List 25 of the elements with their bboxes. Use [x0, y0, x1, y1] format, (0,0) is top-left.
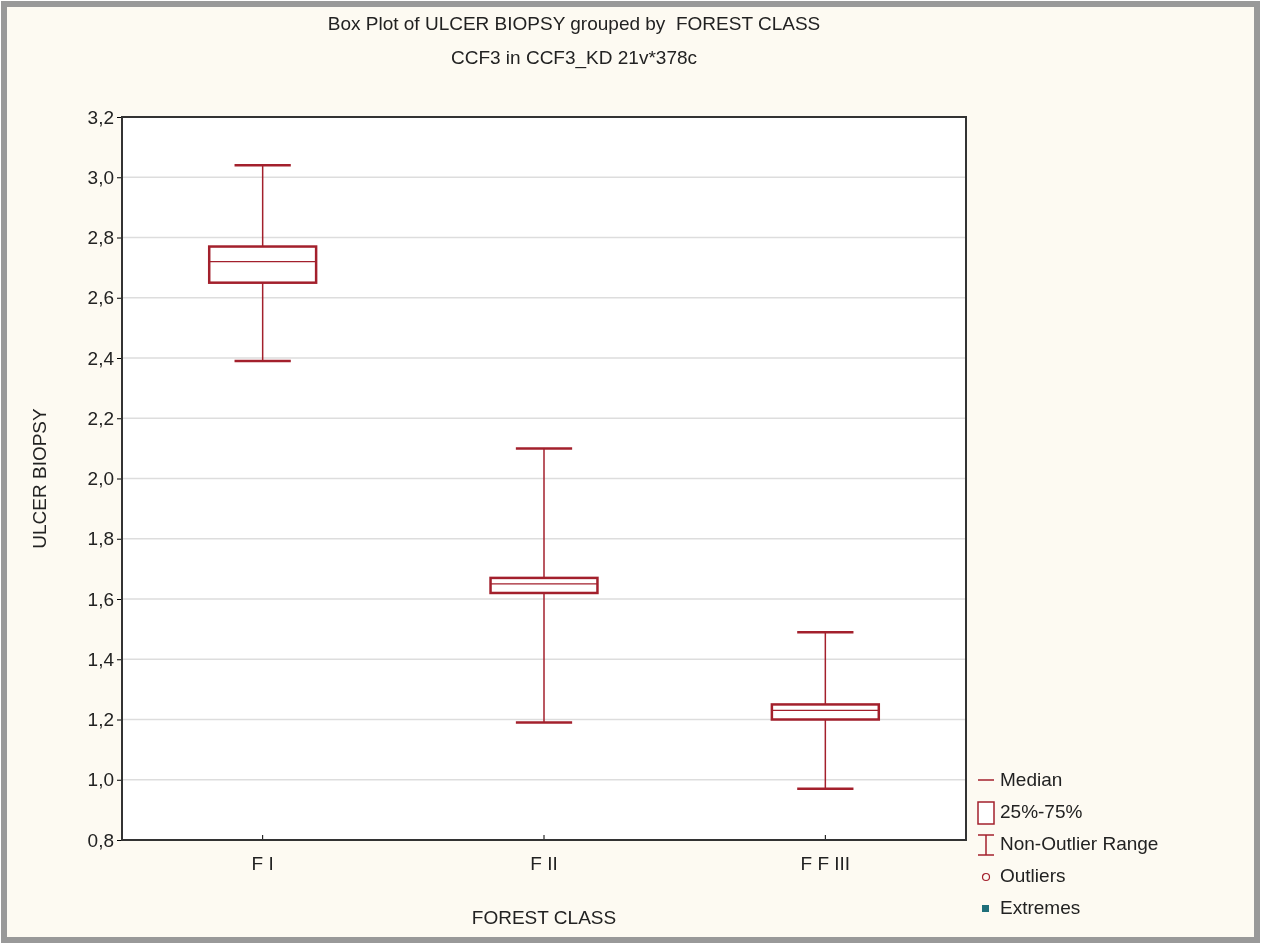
- y-tick-label: 2,0: [87, 468, 114, 490]
- x-tick-label: F I: [251, 852, 274, 874]
- text: Extremes: [1000, 897, 1081, 918]
- x-tick-label: F F III: [800, 852, 851, 874]
- chart-subtitle: CCF3 in CCF3_KD 21v*378c: [450, 47, 698, 69]
- text: 25%-75%: [1000, 801, 1083, 822]
- text: Outliers: [1000, 865, 1066, 886]
- y-tick-label: 3,2: [87, 106, 114, 128]
- text: Non-Outlier Range: [1000, 833, 1159, 854]
- y-tick-label: 1,8: [87, 528, 114, 550]
- y-tick-label: 1,0: [87, 769, 114, 791]
- y-tick-label: 2,6: [87, 287, 114, 309]
- y-axis-title: ULCER BIOPSY: [29, 407, 50, 549]
- y-tick-label: 2,4: [87, 347, 115, 369]
- y-tick-label: 0,8: [87, 829, 114, 851]
- y-tick-label: 1,4: [87, 648, 115, 670]
- x-tick-label: F II: [530, 852, 558, 874]
- y-tick-label: 3,0: [87, 166, 114, 188]
- y-tick-label: 2,8: [87, 227, 114, 249]
- y-tick-label: 2,2: [87, 407, 114, 429]
- y-tick-label: 1,6: [87, 588, 114, 610]
- x-axis-title: FOREST CLASS: [471, 907, 617, 928]
- y-tick-label: 1,2: [87, 709, 114, 731]
- chart-title: Box Plot of ULCER BIOPSY grouped by FOREST CLASS: [327, 13, 821, 34]
- text: Median: [1000, 769, 1063, 790]
